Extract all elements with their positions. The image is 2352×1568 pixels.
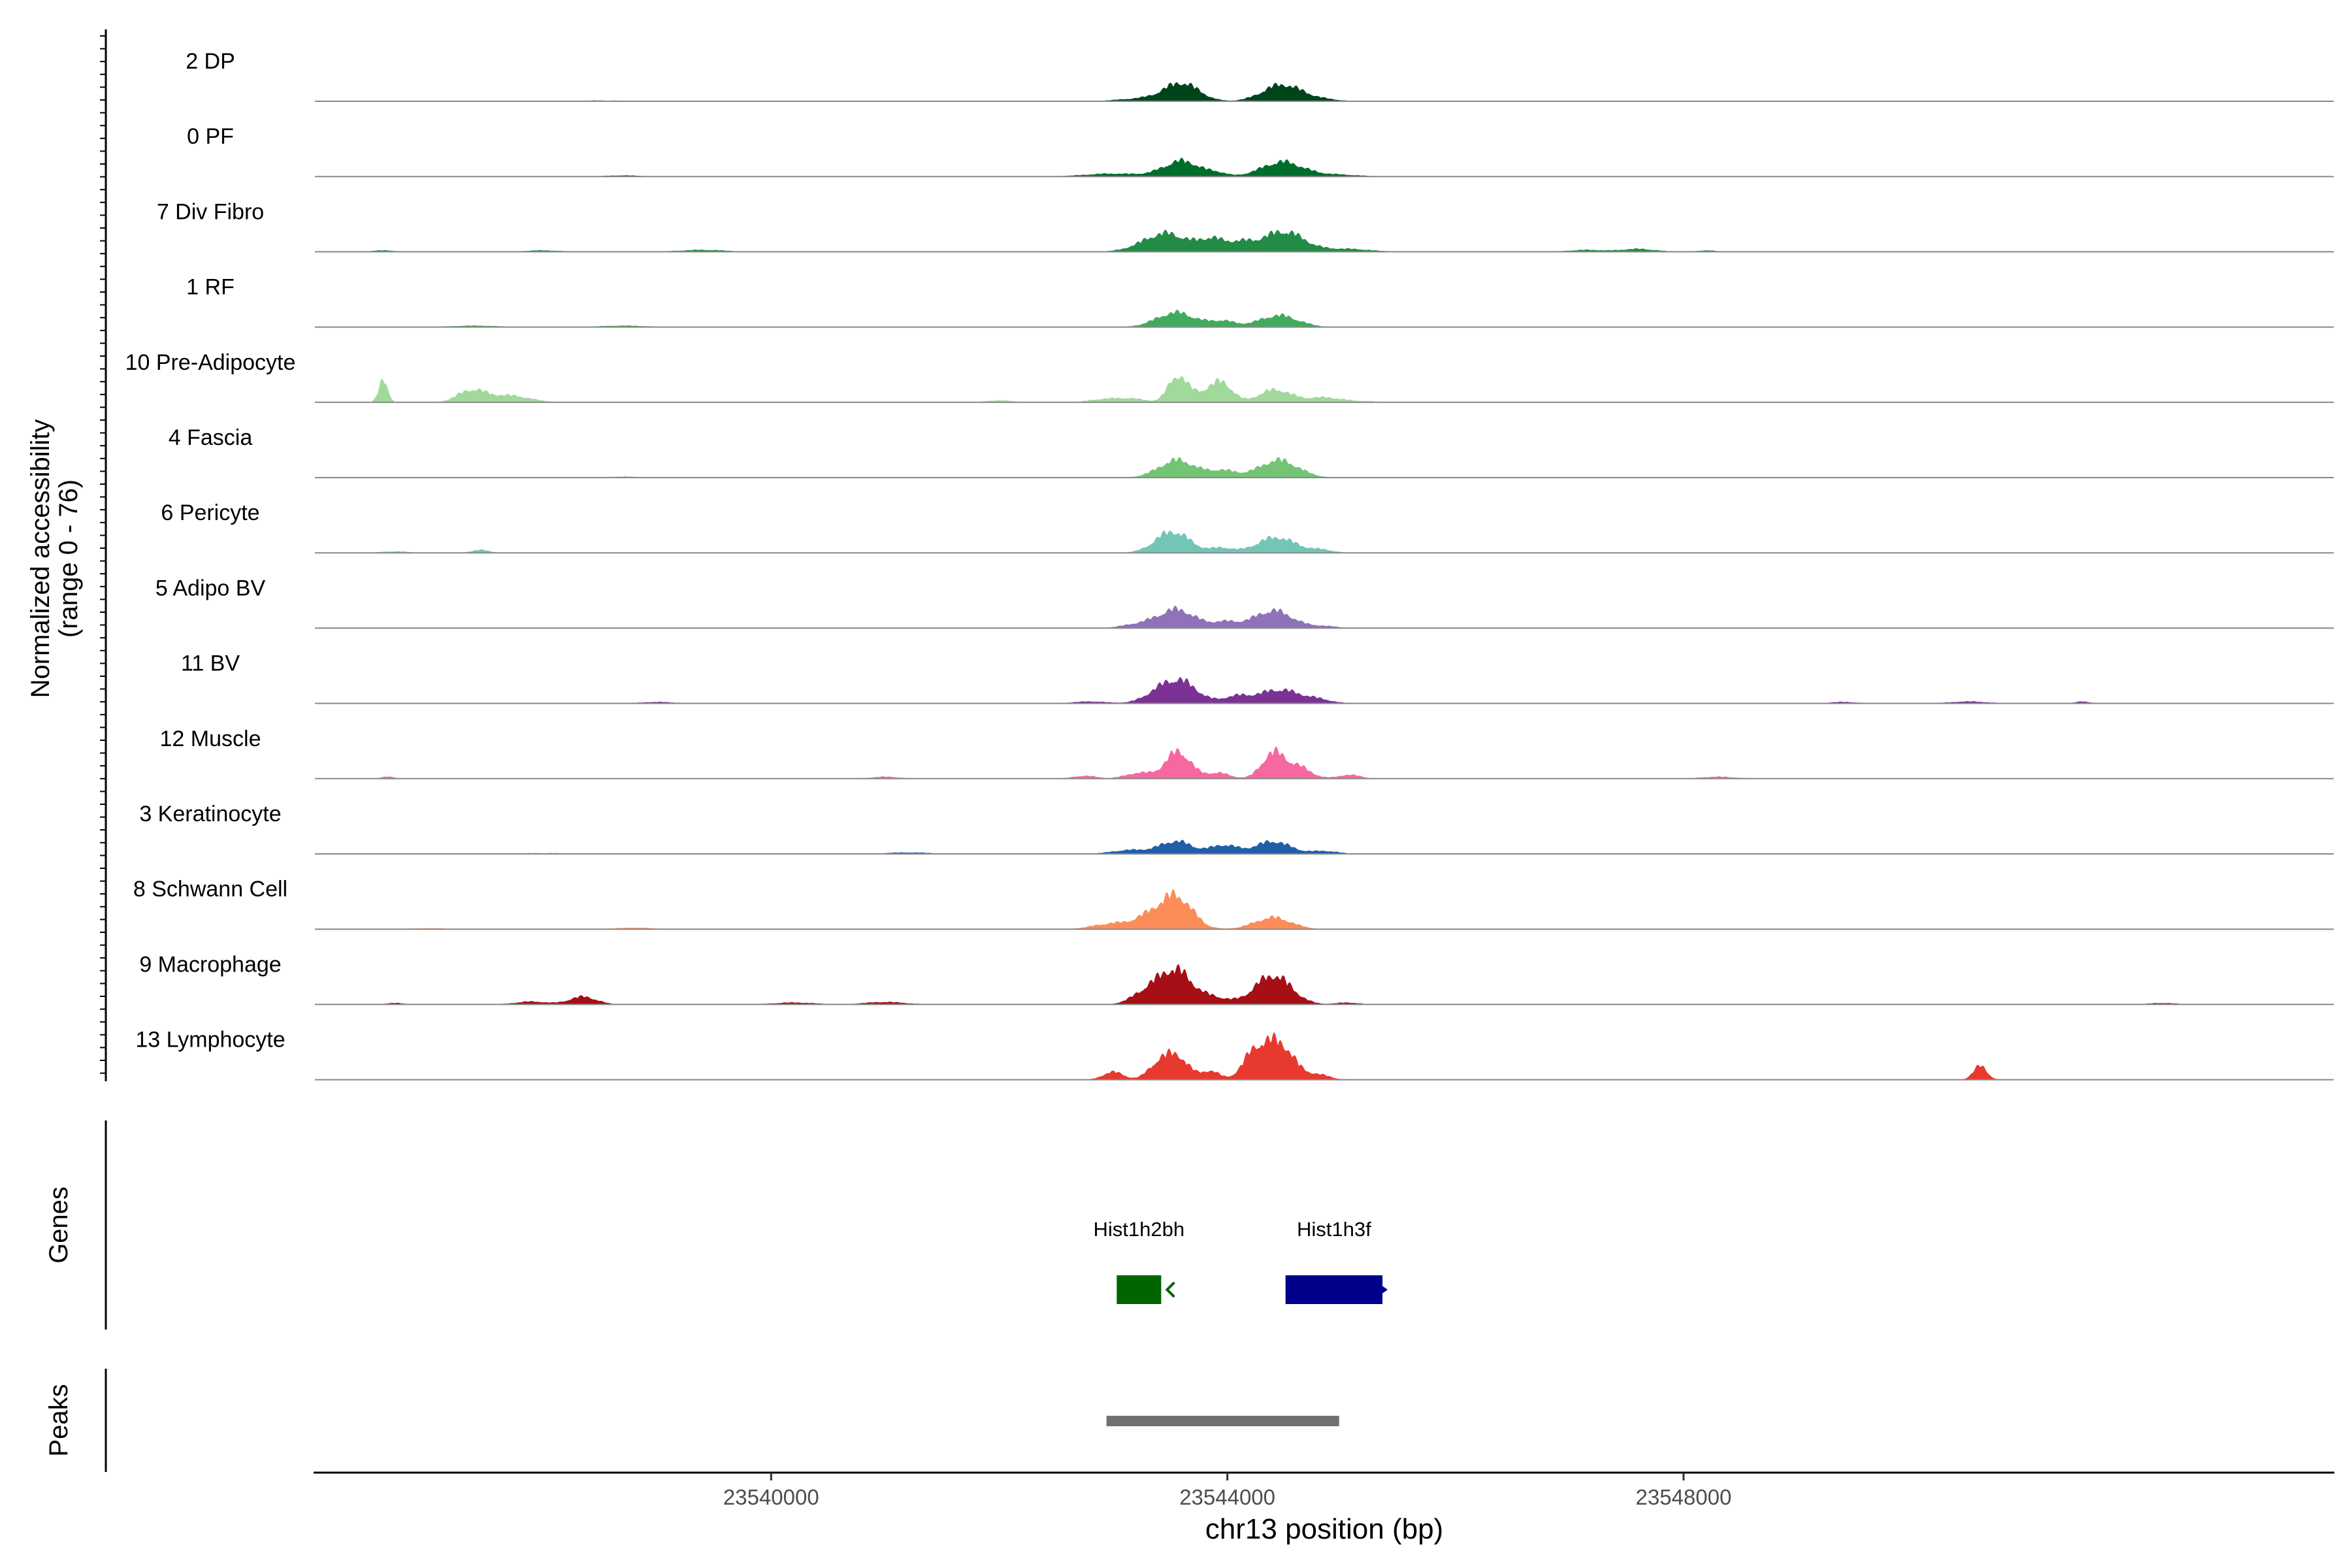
x-axis-label: chr13 position (bp) (1205, 1513, 1443, 1545)
coverage-area (315, 531, 2334, 553)
coverage-area (315, 376, 2334, 402)
gene-label: Hist1h2bh (1094, 1218, 1185, 1241)
coverage-track: 13 Lymphocyte (135, 1028, 2334, 1081)
coverage-tracks: 2 DP 0 PF 7 Div Fibro 1 RF 10 Pre-Adipocyte 4… (125, 49, 2334, 1081)
coverage-area (315, 457, 2334, 478)
coverage-track: 6 Pericyte (161, 500, 2334, 554)
coverage-area (315, 157, 2334, 177)
track-label: 8 Schwann Cell (133, 877, 287, 902)
x-axis: 23540000 23544000 23548000 chr13 position … (314, 1471, 2334, 1545)
x-tick-label: 23548000 (1636, 1485, 1732, 1509)
coverage-area (315, 606, 2334, 629)
coverage-area (315, 889, 2334, 930)
track-label: 3 Keratinocyte (139, 802, 281, 826)
genes-panel: Genes Hist1h2bh Hist1h3f (44, 1120, 1388, 1330)
track-label: 4 Fascia (169, 425, 253, 450)
coverage-track: 11 BV (181, 651, 2334, 704)
strand-arrow (1165, 1281, 1175, 1298)
track-label: 1 RF (186, 275, 235, 300)
y-axis-label-line1: Normalized accessibility (26, 419, 55, 698)
coverage-area (315, 964, 2334, 1005)
coverage-track: 7 Div Fibro (157, 199, 2334, 253)
coverage-area (315, 746, 2334, 779)
coverage-track: 2 DP (186, 49, 2334, 102)
peaks-track-label: Peaks (44, 1384, 73, 1456)
coverage-area (315, 840, 2334, 854)
coverage-area (315, 309, 2334, 327)
y-axis: Normalized accessibility (range 0 - 76) (26, 29, 107, 1081)
track-label: 6 Pericyte (161, 500, 259, 525)
x-tick-label: 23544000 (1179, 1485, 1275, 1509)
coverage-track: 5 Adipo BV (155, 576, 2334, 629)
track-label: 11 BV (181, 651, 240, 676)
coverage-area (315, 229, 2334, 252)
track-label: 7 Div Fibro (157, 199, 264, 224)
coverage-track: 1 RF (186, 275, 2334, 328)
coverage-track: 9 Macrophage (139, 952, 2334, 1005)
peaks-panel: Peaks (44, 1369, 1339, 1472)
genes-track-label: Genes (44, 1186, 73, 1264)
track-label: 0 PF (187, 124, 234, 149)
peak-region (1106, 1416, 1339, 1426)
track-label: 13 Lymphocyte (135, 1028, 285, 1053)
gene-label: Hist1h3f (1297, 1218, 1371, 1241)
coverage-track: 3 Keratinocyte (139, 802, 2334, 855)
coverage-track: 10 Pre-Adipocyte (125, 350, 2334, 403)
track-label: 9 Macrophage (139, 952, 281, 977)
y-axis-label-line2: (range 0 - 76) (54, 480, 83, 638)
y-axis-ticks (100, 35, 106, 1074)
coverage-track: 8 Schwann Cell (133, 877, 2334, 930)
gene-models: Hist1h2bh Hist1h3f (1094, 1218, 1388, 1304)
x-tick-label: 23540000 (723, 1485, 819, 1509)
track-label: 2 DP (186, 49, 235, 74)
gene-body (1117, 1275, 1162, 1304)
track-label: 10 Pre-Adipocyte (125, 350, 296, 375)
coverage-track: 12 Muscle (160, 727, 2334, 779)
gene-model: Hist1h3f (1285, 1218, 1388, 1304)
coverage-area (315, 1032, 2334, 1080)
gene-body (1285, 1275, 1383, 1304)
track-label: 12 Muscle (160, 727, 261, 751)
peak-regions (1106, 1416, 1339, 1426)
coverage-area (315, 82, 2334, 101)
coverage-area (315, 677, 2334, 704)
gene-model: Hist1h2bh (1094, 1218, 1185, 1304)
strand-arrow (1381, 1285, 1388, 1294)
x-axis-ticks: 23540000 23544000 23548000 (723, 1473, 1731, 1509)
coverage-track: 4 Fascia (169, 425, 2334, 478)
track-label: 5 Adipo BV (155, 576, 266, 600)
coverage-track: 0 PF (187, 124, 2334, 178)
